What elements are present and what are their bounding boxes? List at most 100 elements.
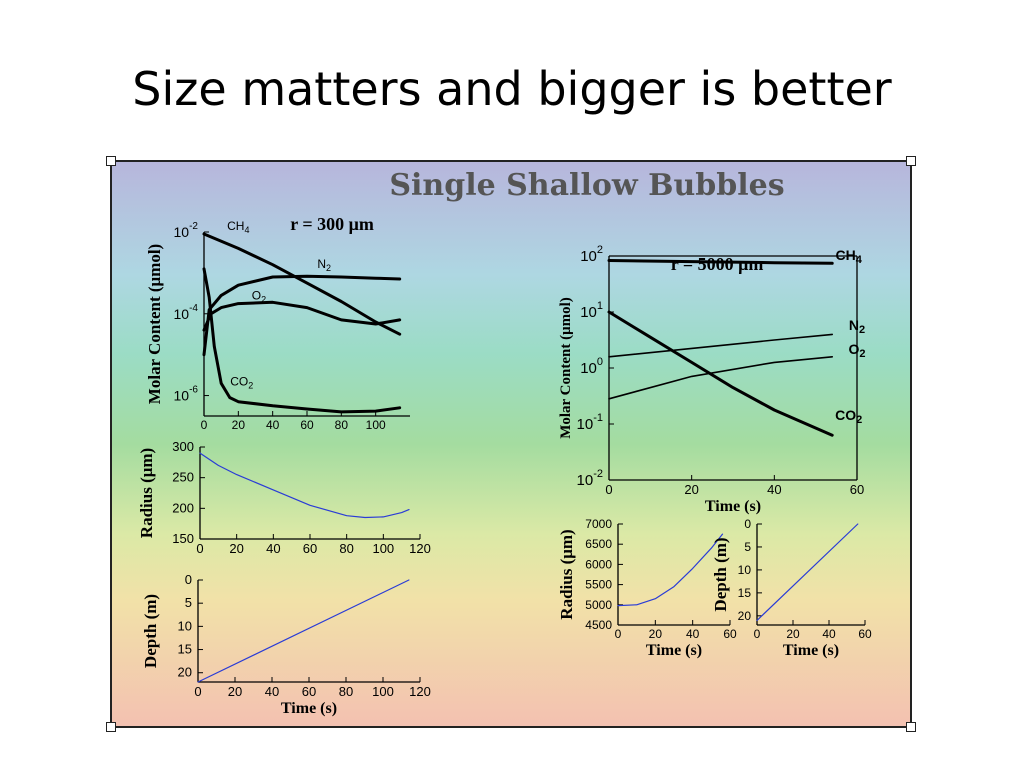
slide-title: Size matters and bigger is better <box>132 62 892 116</box>
x-tick-label: 20 <box>228 684 242 699</box>
series-line <box>199 452 410 519</box>
x-tick-label: 80 <box>339 541 353 556</box>
x-tick-label: 120 <box>409 541 431 556</box>
x-tick-label: 60 <box>302 684 316 699</box>
y-axis-label: Radius (μm) <box>557 529 576 619</box>
y-tick-label: 5500 <box>585 578 612 592</box>
x-tick-label: 0 <box>754 627 761 641</box>
series-line-n2 <box>202 274 402 357</box>
series-line <box>756 523 859 621</box>
y-tick-label: 20 <box>738 609 752 623</box>
series-label: N2 <box>849 317 865 336</box>
x-tick-label: 0 <box>194 684 201 699</box>
x-tick-label: 0 <box>615 627 622 641</box>
y-tick-label: 0 <box>744 517 751 531</box>
y-axis-label: Molar Content (μmol) <box>145 244 164 404</box>
x-tick-label: 100 <box>372 541 394 556</box>
x-tick-label: 20 <box>649 627 663 641</box>
x-tick-label: 40 <box>266 541 280 556</box>
y-tick-label: 7000 <box>585 517 612 531</box>
y-tick-label: 5 <box>744 540 751 554</box>
series-label: CH4 <box>836 247 863 266</box>
corner-mark-bottom-right <box>906 722 916 732</box>
chart-molar300: 0 20 40 60 80 100 10-6 10-4 10-2 Molar Content (μ… <box>145 214 410 432</box>
x-tick-label: 40 <box>686 627 700 641</box>
x-axis-label: Time (s) <box>783 642 839 659</box>
series-line <box>197 579 410 683</box>
x-tick-label: 0 <box>605 482 612 497</box>
y-tick-label: 0 <box>185 572 192 587</box>
corner-mark-top-left <box>106 156 116 166</box>
chart-title: r = 5000 μm <box>671 254 764 274</box>
x-tick-label: 40 <box>767 482 781 497</box>
series-label: CH4 <box>227 219 249 235</box>
series-line-ch4 <box>202 232 402 336</box>
y-tick-label: 15 <box>178 642 192 657</box>
series-line-co2 <box>607 310 834 437</box>
x-tick-label: 40 <box>265 684 279 699</box>
x-tick-label: 60 <box>300 418 314 432</box>
y-tick-label: 10-1 <box>577 412 603 433</box>
y-axis-label: Depth (m) <box>711 537 730 611</box>
y-tick-label: 15 <box>738 586 752 600</box>
corner-mark-top-right <box>906 156 916 166</box>
y-tick-label: 5 <box>185 595 192 610</box>
x-tick-label: 20 <box>232 418 246 432</box>
series-line-o2 <box>608 356 834 400</box>
y-tick-label: 10-4 <box>174 303 199 322</box>
y-tick-label: 5000 <box>585 598 612 612</box>
corner-mark-bottom-left <box>106 722 116 732</box>
series-line-ch4 <box>607 259 834 265</box>
x-tick-label: 60 <box>723 627 737 641</box>
x-axis-label: Time (s) <box>281 700 337 717</box>
y-tick-label: 250 <box>172 470 194 485</box>
x-tick-label: 40 <box>266 418 280 432</box>
y-tick-label: 10-6 <box>174 385 199 404</box>
y-tick-label: 10 <box>178 618 192 633</box>
x-tick-label: 20 <box>786 627 800 641</box>
series-line-n2 <box>608 333 834 358</box>
x-tick-label: 120 <box>409 684 431 699</box>
x-tick-label: 0 <box>196 541 203 556</box>
x-tick-label: 60 <box>850 482 864 497</box>
figure-title: Single Shallow Bubbles <box>389 168 785 203</box>
y-axis-label: Depth (m) <box>141 594 160 668</box>
x-tick-label: 20 <box>229 541 243 556</box>
series-label: N2 <box>317 257 331 273</box>
y-tick-label: 150 <box>172 531 194 546</box>
x-tick-label: 80 <box>335 418 349 432</box>
y-tick-label: 200 <box>172 500 194 515</box>
chart-radius5000: 0 20 40 60 4500 5000 5500 6000 6500 7000 Radius (μ… <box>557 517 737 659</box>
x-tick-label: 100 <box>366 418 386 432</box>
y-tick-label: 300 <box>172 439 194 454</box>
series-label: O2 <box>252 288 266 304</box>
y-tick-label: 101 <box>580 300 603 321</box>
series-line-co2 <box>202 267 402 414</box>
series-label: CO2 <box>230 374 253 390</box>
y-tick-label: 10 <box>738 563 752 577</box>
series-label: O2 <box>848 341 865 360</box>
y-tick-label: 102 <box>580 244 603 265</box>
y-axis-label: Molar Content (μmol) <box>558 297 574 439</box>
x-tick-label: 60 <box>303 541 317 556</box>
x-axis-label: Time (s) <box>705 498 761 515</box>
y-axis-label: Radius (μm) <box>137 448 156 538</box>
y-tick-label: 10-2 <box>174 221 199 240</box>
series-line-o2 <box>202 300 402 332</box>
y-tick-label: 10-2 <box>577 468 603 489</box>
x-tick-label: 60 <box>858 627 872 641</box>
figure-frame: Single Shallow Bubbles 0 20 40 60 80 100 10-6 1… <box>106 156 916 732</box>
x-tick-label: 100 <box>372 684 394 699</box>
y-tick-label: 100 <box>580 356 603 377</box>
x-tick-label: 80 <box>339 684 353 699</box>
y-tick-label: 6000 <box>585 557 612 571</box>
y-tick-label: 6500 <box>585 537 612 551</box>
x-tick-label: 0 <box>201 418 208 432</box>
series-line <box>617 533 724 607</box>
chart-molar5000: 0 20 40 60 10-2 10-1 100 101 102 Molar Content (μ… <box>558 244 866 515</box>
series-label: CO2 <box>835 407 862 426</box>
x-axis-label: Time (s) <box>646 642 702 659</box>
